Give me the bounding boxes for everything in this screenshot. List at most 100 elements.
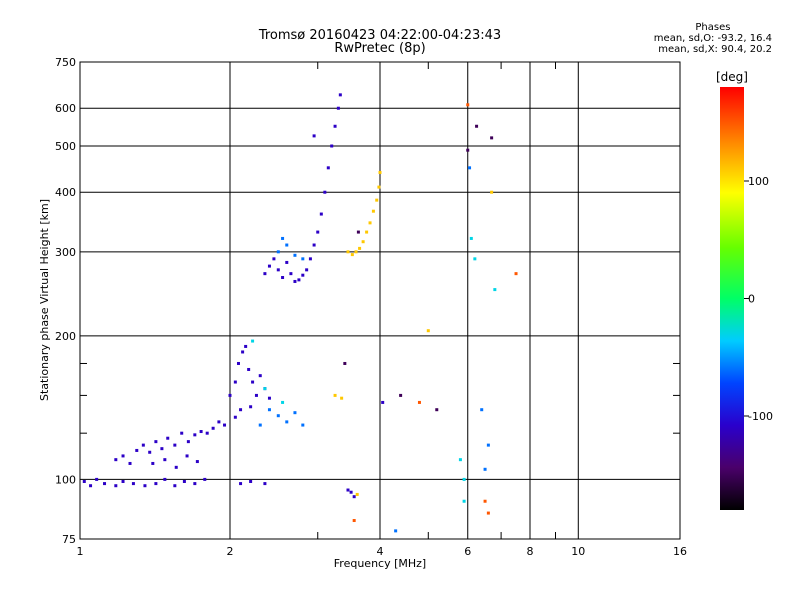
data-point — [371, 209, 375, 213]
data-point — [378, 170, 382, 174]
data-point — [154, 440, 158, 444]
data-point — [114, 458, 118, 462]
data-point — [236, 361, 240, 365]
data-point — [293, 253, 297, 257]
data-point — [352, 495, 356, 499]
data-point — [394, 529, 398, 533]
data-point — [272, 257, 276, 261]
y-tick-label: 400 — [55, 186, 76, 199]
data-point — [297, 278, 301, 282]
colorbar-tick-label: 100 — [748, 175, 769, 188]
data-point — [217, 420, 221, 424]
data-point — [228, 393, 232, 397]
data-point — [239, 408, 243, 412]
y-tick-label: 600 — [55, 102, 76, 115]
data-point — [349, 490, 353, 494]
data-point — [356, 230, 360, 234]
colorbar-tick-label: 0 — [748, 293, 755, 306]
data-point — [263, 387, 267, 391]
data-point — [185, 454, 189, 458]
data-point — [263, 482, 267, 486]
data-point — [483, 499, 487, 503]
data-point — [281, 400, 285, 404]
data-point — [361, 240, 365, 244]
data-point — [285, 243, 289, 247]
data-point — [143, 484, 147, 488]
y-tick-label: 100 — [55, 473, 76, 486]
phase-stats-heading: Phases — [695, 22, 731, 33]
data-point — [163, 477, 167, 481]
data-point — [468, 166, 472, 170]
data-point — [82, 479, 86, 483]
data-point — [223, 423, 227, 427]
data-point — [258, 423, 262, 427]
data-point — [267, 264, 271, 268]
data-point — [490, 190, 494, 194]
data-point — [466, 148, 470, 152]
data-point — [163, 458, 167, 462]
data-points — [82, 93, 518, 533]
data-point — [462, 477, 466, 481]
data-point — [301, 273, 305, 277]
colorbar-unit: [deg] — [716, 70, 748, 84]
data-point — [182, 479, 186, 483]
data-point — [233, 380, 237, 384]
data-point — [195, 460, 199, 464]
data-point — [312, 243, 316, 247]
data-point — [193, 482, 197, 486]
y-tick-label: 300 — [55, 246, 76, 259]
data-point — [135, 448, 139, 452]
y-axis-label: Stationary phase Virtual Height [km] — [38, 199, 51, 401]
data-point — [251, 339, 255, 343]
data-point — [247, 367, 251, 371]
grid-lines — [80, 62, 680, 539]
data-point — [89, 484, 93, 488]
data-point — [121, 454, 125, 458]
x-axis-ticks: 1 2 4 6 8 10 16 — [77, 62, 687, 558]
data-point — [469, 236, 473, 240]
data-point — [289, 272, 293, 276]
data-point — [399, 393, 403, 397]
data-point — [466, 103, 470, 107]
data-point — [293, 411, 297, 415]
data-point — [343, 361, 347, 365]
y-tick-label: 75 — [62, 533, 76, 546]
data-point — [173, 484, 177, 488]
data-point — [131, 482, 135, 486]
data-point — [241, 350, 245, 354]
data-point — [267, 396, 271, 400]
data-point — [267, 408, 271, 412]
data-point — [193, 433, 197, 437]
data-point — [285, 260, 289, 264]
data-point — [358, 246, 362, 250]
y-axis-ticks: 75 100 200 300 400 500 600 750 — [55, 56, 680, 546]
data-point — [128, 461, 132, 465]
data-point — [244, 344, 248, 348]
data-point — [340, 396, 344, 400]
data-point — [330, 144, 334, 148]
data-point — [486, 443, 490, 447]
data-point — [211, 426, 215, 430]
data-point — [417, 400, 421, 404]
data-point — [375, 198, 379, 202]
data-point — [151, 461, 155, 465]
colorbar-tick-label: -100 — [748, 410, 773, 423]
chart-subtitle: RwPretec (8p) — [334, 41, 426, 56]
data-point — [480, 408, 484, 412]
data-point — [312, 134, 316, 138]
data-point — [301, 257, 305, 261]
data-point — [333, 393, 337, 397]
data-point — [350, 253, 354, 257]
data-point — [301, 423, 305, 427]
data-point — [281, 276, 285, 280]
plot-frame — [79, 61, 681, 540]
data-point — [381, 400, 385, 404]
data-point — [258, 374, 262, 378]
data-point — [276, 268, 280, 272]
x-axis-label: Frequency [MHz] — [334, 557, 426, 570]
data-point — [166, 436, 170, 440]
data-point — [233, 415, 237, 419]
data-point — [316, 230, 320, 234]
data-point — [285, 420, 289, 424]
